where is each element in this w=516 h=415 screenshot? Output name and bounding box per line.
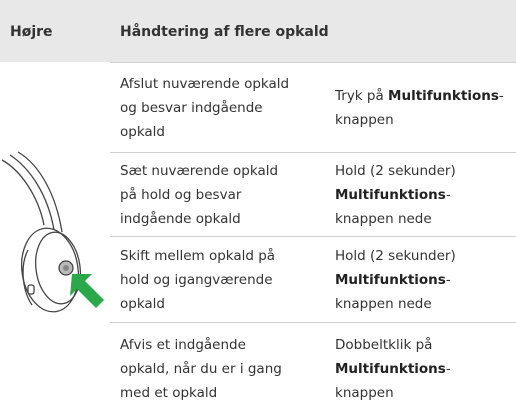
text-line: Multifunktions- <box>335 183 456 207</box>
bold-text: Multifunktions <box>335 187 446 203</box>
text-line: indgående opkald <box>120 211 241 227</box>
bold-text: Multifunktions <box>388 88 499 104</box>
text: Hold (2 sekunder) <box>335 163 456 179</box>
text: Hold (2 sekunder) <box>335 248 456 264</box>
text-line: knappen <box>335 381 451 405</box>
text-line: Skift mellem opkald på <box>120 248 276 264</box>
text: - <box>445 361 451 377</box>
text-line: Multifunktions- <box>335 357 451 381</box>
situation-cell: Afslut nuværende opkald og besvar indgåen… <box>120 63 289 153</box>
arrow <box>70 274 104 308</box>
text-line: på hold og besvar <box>120 187 242 203</box>
text-line: Hold (2 sekunder) <box>335 244 456 268</box>
text-line: Tryk på Multifunktions- <box>335 84 504 108</box>
text: knappen nede <box>335 296 432 312</box>
text: Tryk på <box>335 88 389 104</box>
situation-cell: Afvis et indgående opkald, når du er i ga… <box>120 323 282 415</box>
bold-text: Multifunktions <box>335 272 446 288</box>
table-row: Sæt nuværende opkald på hold og besvar ind… <box>110 152 516 237</box>
text-line: med et opkald <box>120 385 218 401</box>
text-line: opkald, når du er i gang <box>120 361 282 377</box>
text-line: Afvis et indgående <box>120 337 246 353</box>
text-line: Afslut nuværende opkald <box>120 76 290 92</box>
text-line: opkald <box>120 124 166 140</box>
bold-text: Multifunktions <box>335 361 446 377</box>
action-cell: Hold (2 sekunder) Multifunktions-knappen … <box>335 153 456 237</box>
text: knappen <box>335 112 394 128</box>
text: knappen <box>335 385 394 401</box>
situation-cell: Skift mellem opkald på hold og igangværen… <box>120 237 275 323</box>
text: - <box>445 272 451 288</box>
action-cell: Dobbeltklik på Multifunktions-knappen <box>335 323 451 415</box>
text-line: Multifunktions- <box>335 268 456 292</box>
text-line: hold og igangværende <box>120 272 273 288</box>
table-row: Afvis et indgående opkald, når du er i ga… <box>110 322 516 415</box>
text-line: og besvar indgående <box>120 100 263 116</box>
side-header: Højre <box>10 24 53 40</box>
text: knappen nede <box>335 211 432 227</box>
text-line: opkald <box>120 296 166 312</box>
text: - <box>445 187 451 203</box>
situation-cell: Sæt nuværende opkald på hold og besvar ind… <box>120 153 278 237</box>
headset-illustration <box>1 151 104 313</box>
table-row: Afslut nuværende opkald og besvar indgåen… <box>110 62 516 153</box>
text-line: Sæt nuværende opkald <box>120 163 279 179</box>
text: - <box>498 88 504 104</box>
text-line: knappen <box>335 108 504 132</box>
text-line: knappen nede <box>335 207 456 231</box>
table-header: Højre Håndtering af flere opkald <box>0 0 516 62</box>
title-header: Håndtering af flere opkald <box>120 24 329 40</box>
table-row: Skift mellem opkald på hold og igangværen… <box>110 236 516 323</box>
action-cell: Hold (2 sekunder) Multifunktions-knappen … <box>335 237 456 323</box>
text-line: knappen nede <box>335 292 456 316</box>
text-line: Hold (2 sekunder) <box>335 159 456 183</box>
text-line: Dobbeltklik på <box>335 333 451 357</box>
action-cell: Tryk på Multifunktions-knappen <box>335 63 504 153</box>
text: Dobbeltklik på <box>335 337 433 353</box>
